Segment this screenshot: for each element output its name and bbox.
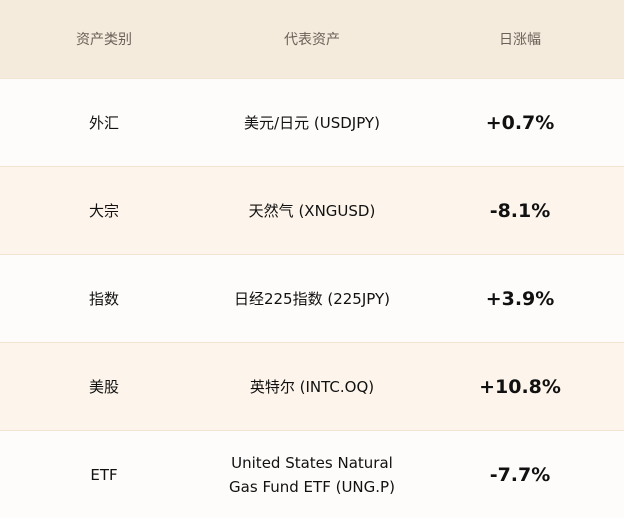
asset-cell: 英特尔 (INTC.OQ): [249, 377, 375, 396]
category-cell: 大宗: [88, 201, 119, 220]
category-cell: 外汇: [88, 113, 119, 132]
asset-cell: United States Natural Gas Fund ETF (UNG.…: [229, 453, 395, 496]
category-cell: 指数: [88, 289, 119, 308]
table-row: 大宗 天然气 (XNGUSD) -8.1%: [0, 166, 624, 254]
header-change: 日涨幅: [499, 32, 541, 48]
header-category: 资产类别: [76, 32, 132, 48]
header-asset: 代表资产: [284, 32, 340, 48]
category-cell: ETF: [90, 465, 118, 484]
table-header: 资产类别 代表资产 日涨幅: [0, 0, 624, 78]
table-row: 美股 英特尔 (INTC.OQ) +10.8%: [0, 342, 624, 430]
change-cell: -7.7%: [489, 463, 551, 486]
asset-cell: 日经225指数 (225JPY): [233, 289, 391, 308]
category-cell: 美股: [88, 377, 119, 396]
change-cell: +3.9%: [485, 287, 555, 310]
table-row: ETF United States Natural Gas Fund ETF (…: [0, 430, 624, 518]
asset-cell: 天然气 (XNGUSD): [248, 201, 376, 220]
change-cell: +0.7%: [485, 111, 555, 134]
change-cell: -8.1%: [489, 199, 551, 222]
table-row: 指数 日经225指数 (225JPY) +3.9%: [0, 254, 624, 342]
asset-cell: 美元/日元 (USDJPY): [244, 113, 380, 132]
change-cell: +10.8%: [479, 375, 561, 398]
table-row: 外汇 美元/日元 (USDJPY) +0.7%: [0, 78, 624, 166]
